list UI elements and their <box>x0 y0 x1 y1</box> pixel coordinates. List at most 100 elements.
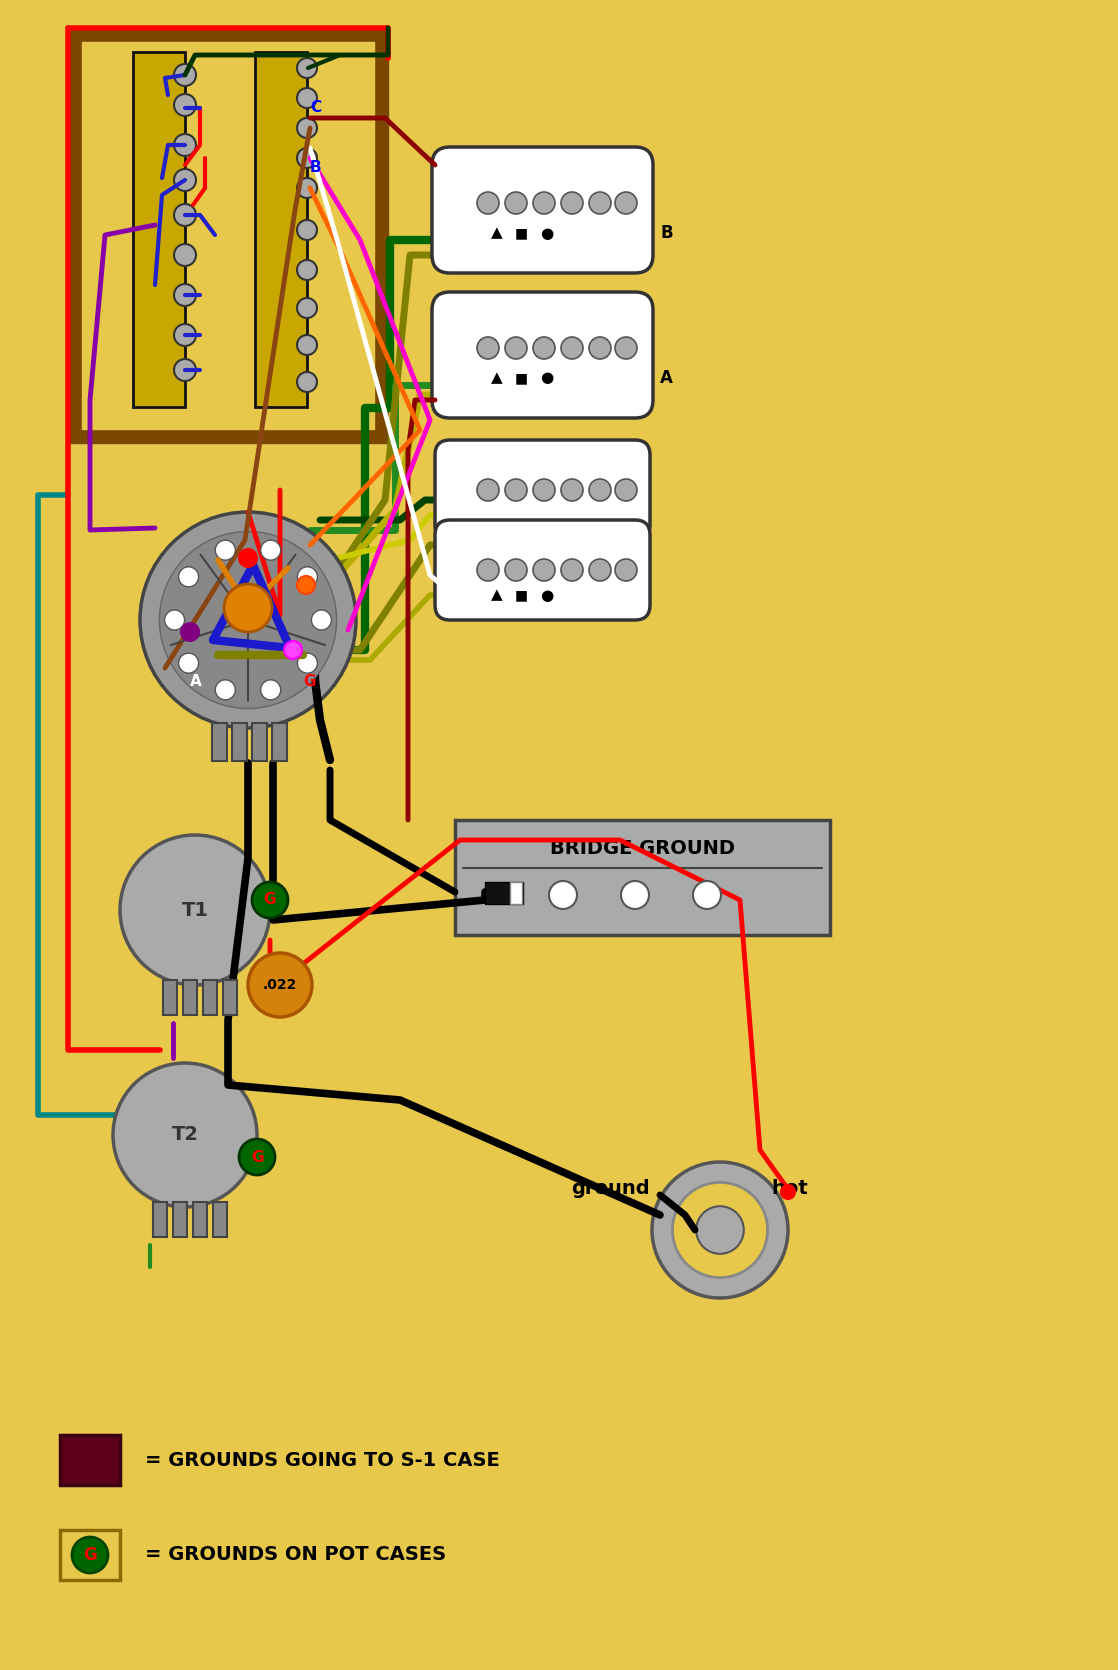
Circle shape <box>620 882 650 908</box>
Circle shape <box>174 244 196 266</box>
Circle shape <box>297 179 318 199</box>
Circle shape <box>174 94 196 115</box>
Circle shape <box>505 192 527 214</box>
Circle shape <box>297 119 318 139</box>
Text: .022: .022 <box>263 979 297 992</box>
Bar <box>60 1530 120 1580</box>
Circle shape <box>174 134 196 155</box>
Circle shape <box>477 479 499 501</box>
Circle shape <box>297 220 318 240</box>
Text: ■: ■ <box>514 588 528 601</box>
Text: BRIDGE GROUND: BRIDGE GROUND <box>550 838 735 857</box>
Circle shape <box>284 641 302 660</box>
Bar <box>455 820 830 935</box>
Circle shape <box>561 479 582 501</box>
Bar <box>163 980 177 1015</box>
Bar <box>203 980 217 1015</box>
Circle shape <box>297 149 318 169</box>
Text: A: A <box>660 369 673 387</box>
Circle shape <box>781 1186 795 1199</box>
Circle shape <box>589 192 612 214</box>
Circle shape <box>505 479 527 501</box>
Circle shape <box>297 566 318 586</box>
Circle shape <box>174 204 196 225</box>
Circle shape <box>477 559 499 581</box>
Circle shape <box>589 337 612 359</box>
Circle shape <box>693 882 721 908</box>
Text: ●: ● <box>540 588 553 603</box>
Text: hot: hot <box>771 1179 808 1197</box>
Circle shape <box>672 1182 768 1278</box>
Text: = GROUNDS ON POT CASES: = GROUNDS ON POT CASES <box>145 1545 446 1565</box>
Circle shape <box>533 337 555 359</box>
Circle shape <box>260 539 281 559</box>
Bar <box>214 1202 227 1237</box>
Circle shape <box>297 89 318 109</box>
Circle shape <box>615 192 637 214</box>
Text: T2: T2 <box>171 1126 199 1144</box>
Circle shape <box>312 610 331 630</box>
FancyBboxPatch shape <box>432 147 653 272</box>
Circle shape <box>297 297 318 317</box>
Bar <box>68 28 388 443</box>
Circle shape <box>113 1064 257 1207</box>
Text: G: G <box>264 892 276 907</box>
Text: = GROUNDS GOING TO S-1 CASE: = GROUNDS GOING TO S-1 CASE <box>145 1451 500 1470</box>
Circle shape <box>179 566 199 586</box>
Circle shape <box>561 337 582 359</box>
Circle shape <box>140 513 356 728</box>
Circle shape <box>561 192 582 214</box>
Bar <box>222 980 237 1015</box>
Bar <box>82 42 375 429</box>
Text: ▲: ▲ <box>491 225 503 240</box>
Circle shape <box>589 479 612 501</box>
Text: ●: ● <box>540 225 553 240</box>
Circle shape <box>297 58 318 78</box>
Text: B: B <box>310 160 322 175</box>
Circle shape <box>174 359 196 381</box>
Circle shape <box>297 336 318 356</box>
FancyBboxPatch shape <box>435 519 650 620</box>
Circle shape <box>533 559 555 581</box>
Circle shape <box>297 261 318 281</box>
FancyBboxPatch shape <box>435 439 650 539</box>
Circle shape <box>174 284 196 306</box>
Circle shape <box>549 882 577 908</box>
Bar <box>133 52 184 407</box>
Text: ■: ■ <box>514 371 528 386</box>
Circle shape <box>174 324 196 346</box>
Bar <box>233 723 247 762</box>
Circle shape <box>248 954 312 1017</box>
Circle shape <box>533 479 555 501</box>
Bar <box>60 1435 120 1485</box>
Circle shape <box>533 192 555 214</box>
Circle shape <box>297 372 318 392</box>
Circle shape <box>224 584 272 631</box>
Circle shape <box>477 337 499 359</box>
Circle shape <box>164 610 184 630</box>
Circle shape <box>252 882 288 918</box>
Circle shape <box>160 531 337 708</box>
Text: ▲: ▲ <box>491 588 503 603</box>
Text: ●: ● <box>540 371 553 386</box>
Circle shape <box>216 539 235 559</box>
Text: T1: T1 <box>181 900 208 920</box>
Circle shape <box>652 1162 788 1298</box>
Bar <box>183 980 197 1015</box>
Circle shape <box>505 559 527 581</box>
Text: G: G <box>304 675 316 690</box>
Text: G: G <box>250 1149 263 1164</box>
Circle shape <box>561 559 582 581</box>
Text: ■: ■ <box>514 225 528 240</box>
FancyBboxPatch shape <box>432 292 653 418</box>
Circle shape <box>589 559 612 581</box>
Circle shape <box>615 559 637 581</box>
Bar <box>510 882 522 903</box>
Bar <box>252 723 267 762</box>
Circle shape <box>239 1139 275 1176</box>
Text: G: G <box>83 1546 97 1565</box>
Circle shape <box>297 576 315 595</box>
Text: C: C <box>310 100 321 115</box>
Circle shape <box>505 337 527 359</box>
Text: A: A <box>190 675 202 690</box>
